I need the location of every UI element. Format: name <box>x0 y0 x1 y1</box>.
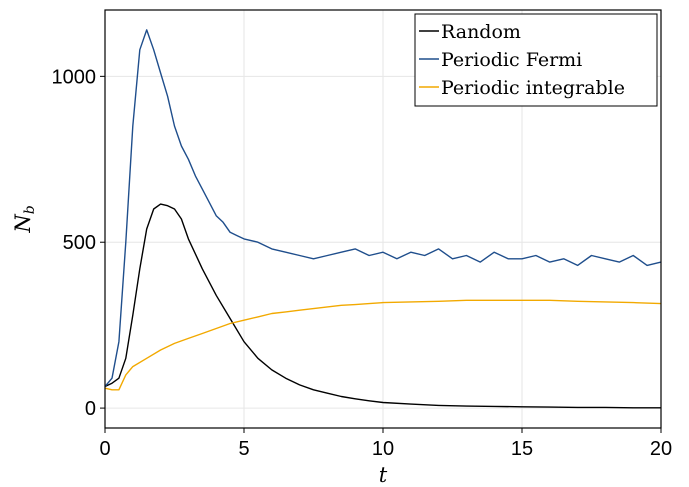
legend-box <box>414 13 658 107</box>
x-tick-label: 10 <box>372 438 394 460</box>
series-layer <box>104 29 662 409</box>
x-axis-label: t <box>379 463 388 487</box>
x-tick-label: 0 <box>99 438 110 460</box>
series-line-periodic-fermi <box>104 29 662 387</box>
y-axis-label-main: N <box>11 214 35 234</box>
legend-label: Random <box>441 21 521 43</box>
x-tick-label: 15 <box>511 438 533 460</box>
series-line-periodic-integrable <box>104 299 662 391</box>
legend-label: Periodic Fermi <box>441 49 582 71</box>
series-line-random <box>104 203 661 409</box>
y-tick-label: 500 <box>63 232 96 254</box>
x-axis-label-text: t <box>379 463 388 487</box>
x-tick-label: 5 <box>238 438 249 460</box>
legend: Random Periodic Fermi Periodic integrable <box>414 13 658 107</box>
y-tick-label: 0 <box>85 398 96 420</box>
y-axis-label-sub: b <box>22 205 38 214</box>
y-tick-label: 1000 <box>52 66 97 88</box>
ticks: 0 5 10 15 20 0 500 1000 <box>52 66 673 460</box>
y-axis-label: Nb <box>11 205 38 233</box>
x-tick-label: 20 <box>650 438 672 460</box>
y-axis-label-text: Nb <box>11 205 38 233</box>
legend-label: Periodic integrable <box>441 77 625 99</box>
